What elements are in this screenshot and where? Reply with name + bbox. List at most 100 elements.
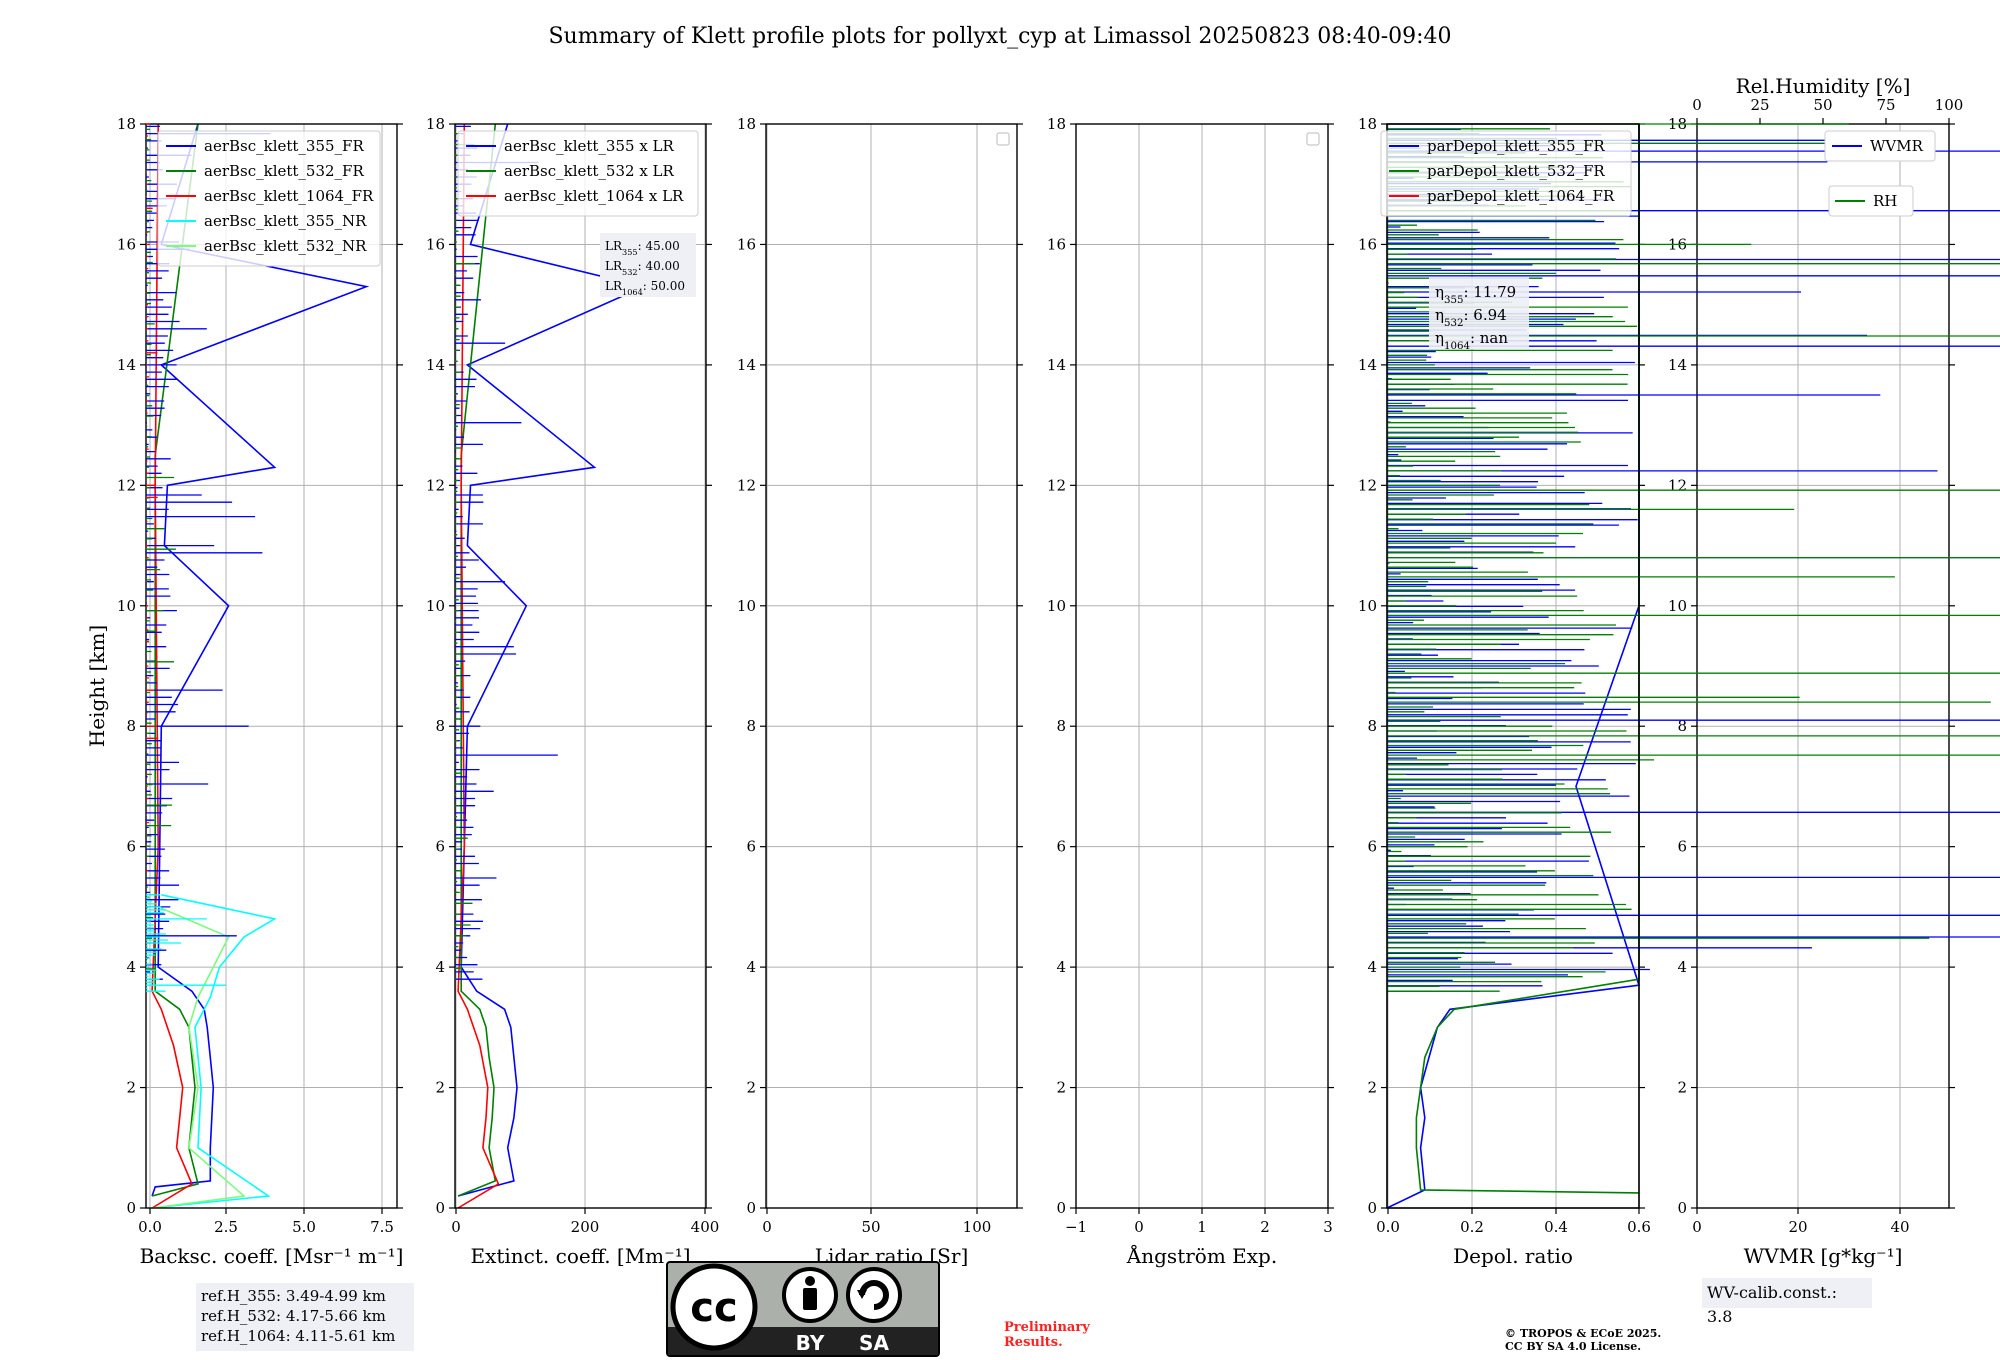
x-tick-label: 2 xyxy=(1260,1218,1270,1236)
x-tick-label: 40 xyxy=(1890,1218,1909,1236)
legend-label: parDepol_klett_532_FR xyxy=(1427,162,1605,180)
top-tick-label: 75 xyxy=(1876,96,1895,114)
series-line-aerbsc-klett-1064-fr xyxy=(151,123,193,1209)
x-tick-label: 0 xyxy=(1692,1218,1702,1236)
legend-rh: RH xyxy=(1828,185,1914,217)
x-tick-label: 0 xyxy=(1134,1218,1144,1236)
cc-by-sa-license-logo: cc BY SA xyxy=(666,1261,940,1357)
x-tick-label: 100 xyxy=(963,1218,992,1236)
y-tick-label: 10 xyxy=(1358,597,1377,615)
legend-depol: parDepol_klett_355_FR parDepol_klett_532_… xyxy=(1380,130,1632,217)
x-tick-label: 2.5 xyxy=(214,1218,238,1236)
eta-355: η355: 11.79 xyxy=(1435,283,1516,306)
y-tick-label: 14 xyxy=(1047,356,1066,374)
y-tick-label: 2 xyxy=(435,1079,445,1097)
y-tick-label: 4 xyxy=(1056,958,1066,976)
legend-label: aerBsc_klett_532_FR xyxy=(204,162,364,180)
figure-title: Summary of Klett profile plots for polly… xyxy=(548,24,1451,49)
depol-frame-overlay xyxy=(1386,123,1640,1209)
top-axis-label: Rel.Humidity [%] xyxy=(1736,74,1911,98)
y-tick-label: 10 xyxy=(1047,597,1066,615)
series-line-aerbsc-klett-532-x-lr xyxy=(457,123,497,1197)
legend-extinction: aerBsc_klett_355 x LR aerBsc_klett_532 x … xyxy=(457,130,699,217)
y-tick-label: 12 xyxy=(426,476,445,494)
y-tick-label: 10 xyxy=(426,597,445,615)
lidar-ratio-box-bg xyxy=(600,233,696,297)
top-tick-label: 100 xyxy=(1935,96,1964,114)
legend-label: aerBsc_klett_532_NR xyxy=(204,237,367,255)
ref-height-1064: ref.H_1064: 4.11-5.61 km xyxy=(201,1327,396,1345)
x-axis-label: WVMR [g*kg⁻¹] xyxy=(1744,1244,1903,1268)
panel-1: 0.0 2.5 5.0 7.5 0 2 4 6 8 10 12 14 16 18 Backsc. coeff… xyxy=(117,115,403,1268)
lidar-ratio-box: LR355: 45.00 LR532: 40.00 LR1064: 50.00 xyxy=(600,233,696,297)
eta-532: η532: 6.94 xyxy=(1435,306,1507,329)
wv-calibration-box: WV-calib.const.: 3.8 xyxy=(1702,1278,1872,1326)
y-tick-label: 2 xyxy=(746,1079,756,1097)
y-tick-label: 8 xyxy=(1056,717,1066,735)
y-tick-label: 10 xyxy=(117,597,136,615)
x-tick-label: 0.6 xyxy=(1627,1218,1651,1236)
preliminary-line-1: Preliminary xyxy=(1004,1320,1090,1335)
y-tick-label: 4 xyxy=(126,958,136,976)
y-tick-label: 6 xyxy=(746,838,756,856)
series-line-aerbsc-klett-355-nr xyxy=(152,894,277,1209)
ref-height-355: ref.H_355: 3.49-4.99 km xyxy=(201,1287,386,1305)
x-axis-label: Extinct. coeff. [Mm⁻¹] xyxy=(470,1244,690,1268)
legend-box xyxy=(457,130,699,217)
y-tick-label: 18 xyxy=(737,115,756,133)
empty-legend-angstrom xyxy=(1306,132,1320,146)
y-tick-label: 12 xyxy=(1047,476,1066,494)
x-tick-label: 20 xyxy=(1788,1218,1807,1236)
plot-frame xyxy=(454,123,707,1209)
by-text: BY xyxy=(796,1331,825,1355)
y-tick-label: 16 xyxy=(737,235,756,253)
series-line-aerbsc-klett-532-fr xyxy=(151,123,199,1197)
reference-height-box: ref.H_355: 3.49-4.99 km ref.H_532: 4.17-… xyxy=(196,1283,414,1351)
legend-wvmr: WVMR xyxy=(1824,130,1936,162)
y-tick-label: 16 xyxy=(1047,235,1066,253)
y-tick-label: 8 xyxy=(746,717,756,735)
legend-label: aerBsc_klett_355 x LR xyxy=(504,137,675,155)
y-tick-label: 6 xyxy=(1677,838,1687,856)
x-tick-label: 50 xyxy=(861,1218,880,1236)
lr-1064: LR1064: 50.00 xyxy=(605,279,685,297)
y-tick-label: 6 xyxy=(1056,838,1066,856)
legend-label: WVMR xyxy=(1870,137,1924,155)
x-tick-label: 400 xyxy=(691,1218,720,1236)
sa-text: SA xyxy=(859,1331,889,1355)
extinction-532-spikes xyxy=(455,132,475,980)
y-tick-label: 0 xyxy=(1056,1199,1066,1217)
y-tick-label: 6 xyxy=(435,838,445,856)
y-tick-label: 14 xyxy=(1358,356,1377,374)
y-tick-label: 14 xyxy=(737,356,756,374)
legend-backscatter: aerBsc_klett_355_FR aerBsc_klett_532_FRae… xyxy=(157,130,381,267)
y-tick-label: 2 xyxy=(1677,1079,1687,1097)
panel-2: 0 200 400 0 2 4 6 8 10 12 14 16 18 Extinct. coeff. [M… xyxy=(426,115,719,1268)
y-tick-label: 8 xyxy=(1367,717,1377,735)
series-line-aerbsc-klett-532-nr xyxy=(151,906,246,1209)
extinction-355-spikes xyxy=(455,125,558,980)
legend-box xyxy=(1828,185,1914,217)
top-tick-label: 0 xyxy=(1692,96,1702,114)
eta-box-bg xyxy=(1429,277,1529,349)
x-tick-label: 0 xyxy=(451,1218,461,1236)
y-tick-label: 14 xyxy=(117,356,136,374)
y-tick-label: 6 xyxy=(126,838,136,856)
x-tick-label: 200 xyxy=(571,1218,600,1236)
y-tick-label: 18 xyxy=(1047,115,1066,133)
y-axis-label: Height [km] xyxy=(85,625,109,747)
x-tick-label: −1 xyxy=(1065,1218,1087,1236)
cc-text: cc xyxy=(690,1285,737,1331)
y-tick-label: 4 xyxy=(1367,958,1377,976)
y-tick-label: 14 xyxy=(426,356,445,374)
x-tick-label: 1 xyxy=(1197,1218,1207,1236)
y-tick-label: 4 xyxy=(435,958,445,976)
legend-label: aerBsc_klett_1064_FR xyxy=(204,187,374,205)
top-tick-label: 25 xyxy=(1750,96,1769,114)
copyright-note: © TROPOS & ECoE 2025. CC BY SA 4.0 Licen… xyxy=(1505,1327,1661,1353)
y-tick-label: 12 xyxy=(117,476,136,494)
